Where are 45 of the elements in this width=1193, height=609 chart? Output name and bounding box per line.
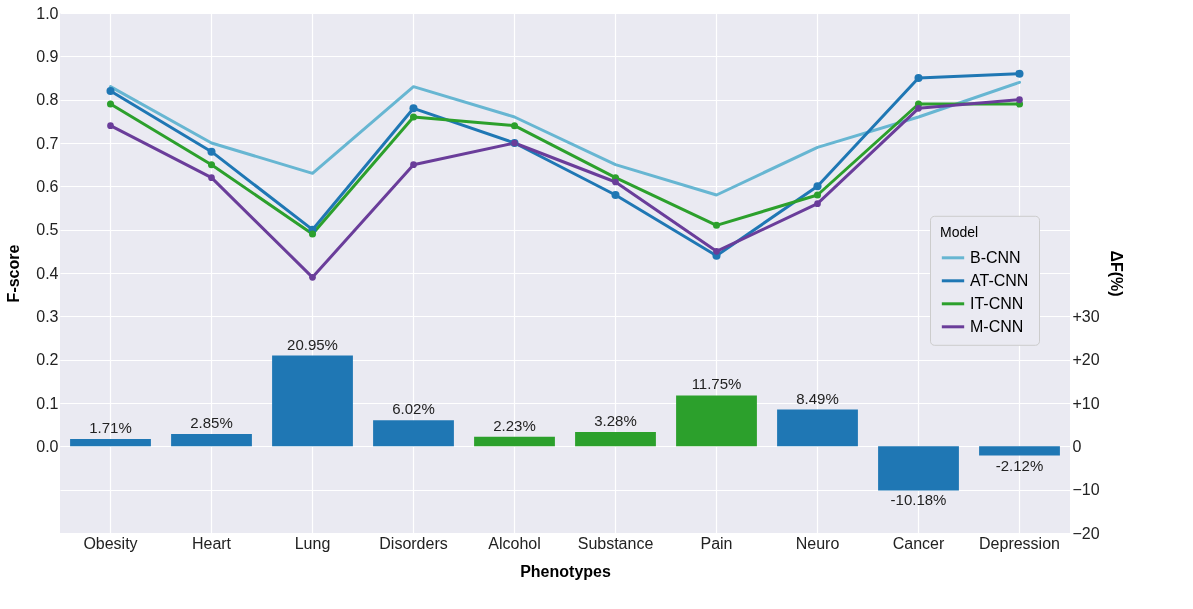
x-tick-label: Lung xyxy=(294,534,331,552)
legend-label: M-CNN xyxy=(970,317,1024,335)
data-label: 11.75% xyxy=(691,375,742,393)
x-tick-label: Substance xyxy=(577,534,654,552)
y-tick-label: 0.0 xyxy=(36,437,59,455)
y2-tick-label: +30 xyxy=(1072,307,1100,325)
data-label: -2.12% xyxy=(995,456,1044,474)
y-tick-label: 0.8 xyxy=(36,91,59,109)
legend-label: IT-CNN xyxy=(970,294,1024,312)
legend-label: B-CNN xyxy=(970,248,1021,266)
y-tick-label: 0.9 xyxy=(36,47,59,65)
y-axis-title: F-score xyxy=(5,244,23,303)
x-tick-label: Disorders xyxy=(379,534,448,552)
x-tick-label: Alcohol xyxy=(488,534,541,552)
y-tick-label: 0.1 xyxy=(36,394,59,412)
y2-tick-label: −20 xyxy=(1072,524,1100,542)
y-tick-label: 1.0 xyxy=(36,4,59,22)
y2-tick-label: 0 xyxy=(1072,437,1082,455)
x-tick-label: Neuro xyxy=(795,534,840,552)
data-label: 6.02% xyxy=(392,400,435,418)
y2-tick-label: +10 xyxy=(1072,394,1100,412)
data-label: 2.85% xyxy=(190,413,233,431)
y-tick-label: 0.5 xyxy=(36,221,59,239)
y2-tick-label: −10 xyxy=(1072,481,1100,499)
x-tick-label: Pain xyxy=(700,534,733,552)
x-tick-label: Depression xyxy=(979,534,1060,552)
legend-title: Model xyxy=(940,223,979,240)
x-axis-title: Phenotypes xyxy=(520,562,611,580)
data-label: 2.23% xyxy=(493,416,536,434)
data-label: 20.95% xyxy=(287,335,338,353)
data-label: 3.28% xyxy=(594,412,637,430)
x-tick-label: Cancer xyxy=(892,534,945,552)
y-tick-label: 0.4 xyxy=(36,264,59,282)
y2-axis-title: ΔF(%) xyxy=(1107,250,1125,297)
x-tick-label: Obesity xyxy=(83,534,138,552)
y-tick-label: 0.6 xyxy=(36,177,59,195)
data-label: 1.71% xyxy=(89,418,132,436)
y-tick-label: 0.2 xyxy=(36,351,59,369)
x-tick-label: Heart xyxy=(191,534,232,552)
data-label: 8.49% xyxy=(796,389,839,407)
y-tick-label: 0.3 xyxy=(36,307,59,325)
legend-label: AT-CNN xyxy=(970,271,1029,289)
y2-tick-label: +20 xyxy=(1072,351,1100,369)
y-tick-label: 0.7 xyxy=(36,134,59,152)
data-label: -10.18% xyxy=(890,491,947,509)
